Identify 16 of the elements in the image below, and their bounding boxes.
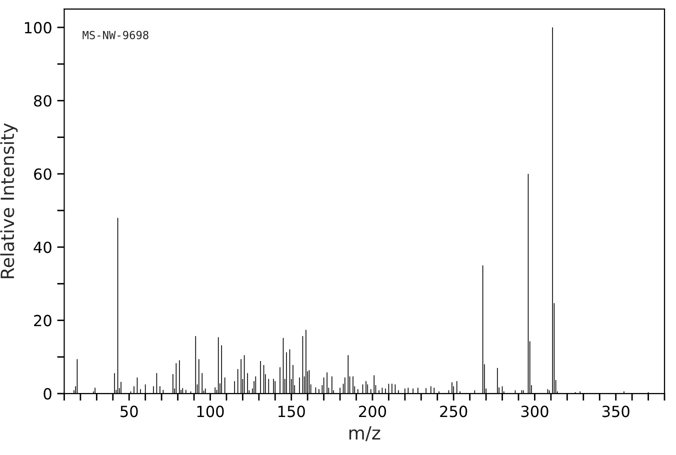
annotation: MS-NW-9698 [82, 30, 148, 40]
x-axis-title: m/z [349, 426, 380, 442]
y-tick-label: 100 [24, 22, 52, 34]
y-tick-label: 60 [34, 168, 52, 180]
x-tick-label: 100 [197, 406, 224, 418]
x-tick-label: 50 [120, 406, 138, 418]
y-tick-label: 40 [34, 242, 52, 254]
x-tick-label: 200 [359, 406, 386, 418]
y-tick-label: 0 [44, 388, 52, 400]
y-tick-label: 20 [34, 314, 52, 326]
x-tick-label: 250 [440, 406, 468, 418]
y-tick-label: 80 [34, 95, 52, 107]
x-tick-label: 150 [278, 406, 305, 418]
y-axis-title: Relative Intensity [0, 123, 18, 278]
x-tick-label: 350 [602, 406, 630, 418]
x-tick-label: 300 [521, 406, 548, 418]
